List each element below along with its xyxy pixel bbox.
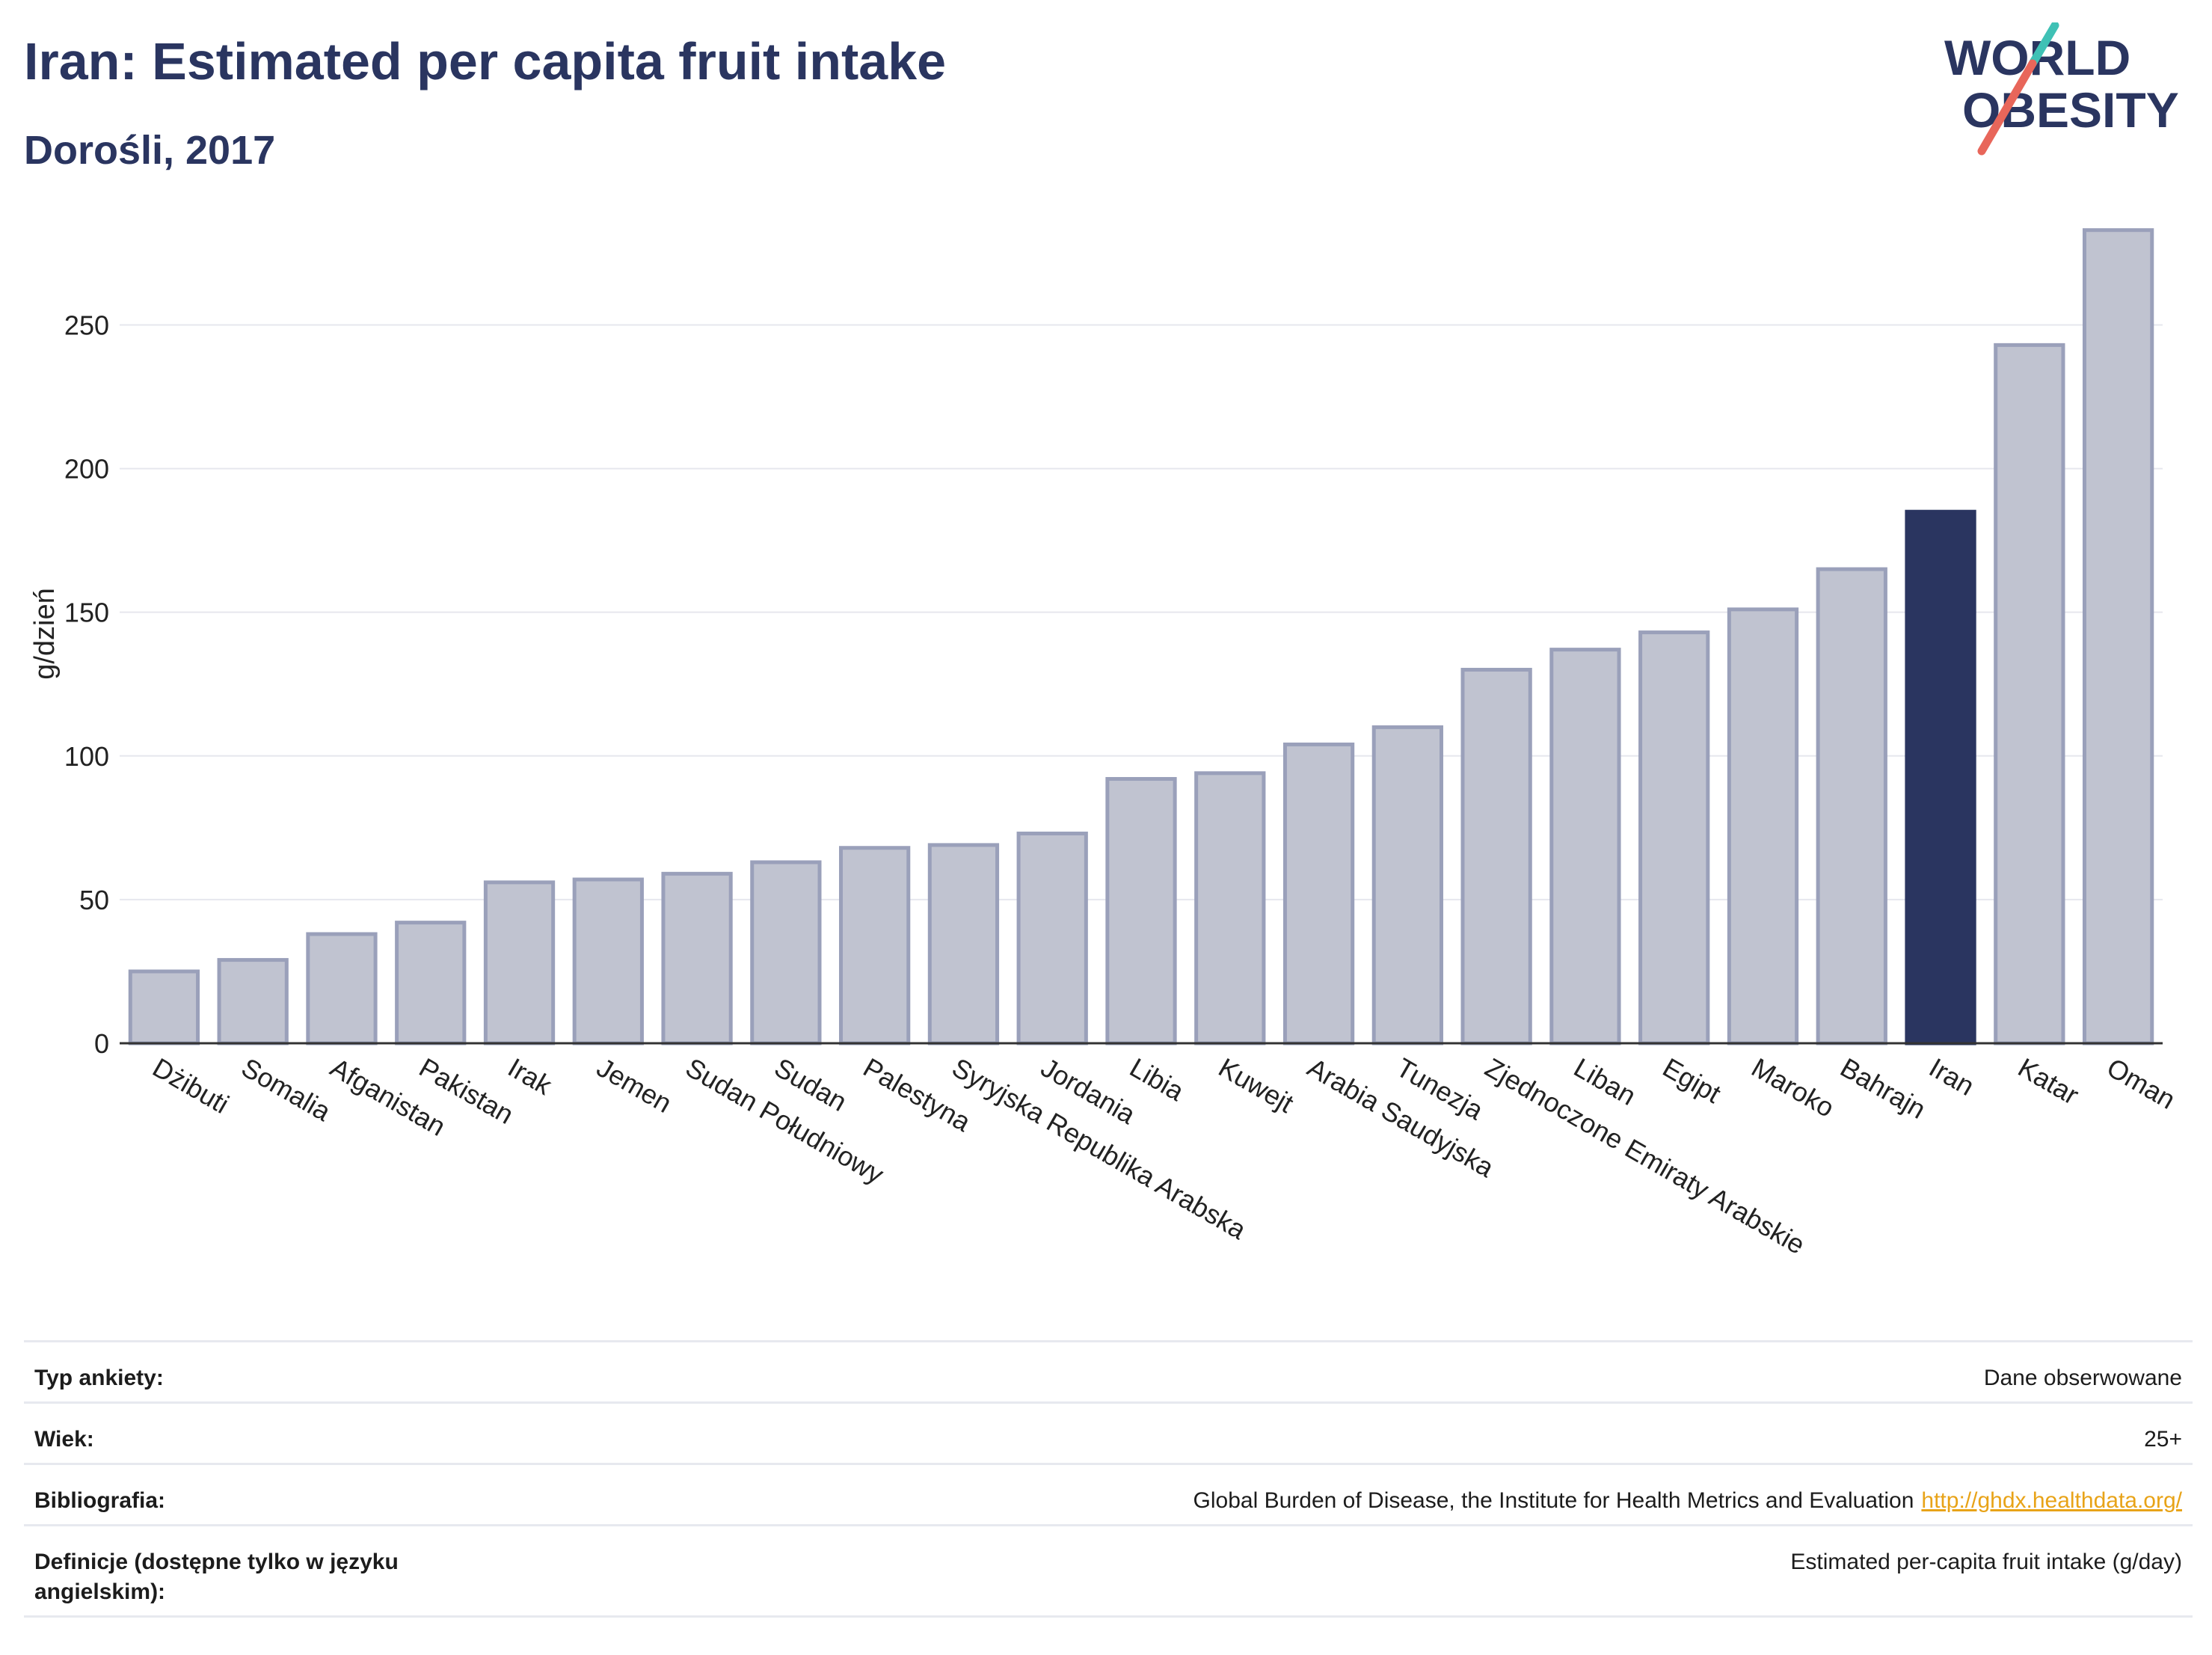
info-table: Typ ankiety: Dane obserwowane Wiek: 25+ Bibl… bbox=[24, 1340, 2193, 1618]
x-tick-label: Oman bbox=[2102, 1051, 2181, 1115]
x-tick-label: Bahrajn bbox=[1835, 1051, 1931, 1125]
bar-afganistan bbox=[306, 932, 378, 1045]
x-tick-label: Libia bbox=[1125, 1051, 1190, 1107]
info-label: Definicje (dostępne tylko w języku angie… bbox=[34, 1550, 399, 1604]
info-label: Wiek: bbox=[34, 1427, 94, 1452]
bar-palestyna bbox=[839, 846, 911, 1045]
bar-iran bbox=[1905, 509, 1976, 1045]
y-tick-label: 50 bbox=[79, 885, 109, 915]
bar-tunezja bbox=[1371, 725, 1443, 1045]
bar-sudan bbox=[750, 860, 822, 1045]
y-tick-label: 250 bbox=[64, 310, 109, 340]
world-obesity-logo: WORLD OBESITY bbox=[1944, 22, 2179, 156]
bar-dżibuti bbox=[128, 969, 200, 1045]
bar-syryjska-republika-arabska bbox=[927, 843, 1000, 1045]
bar-katar bbox=[1994, 343, 2065, 1045]
info-label: Typ ankiety: bbox=[34, 1366, 164, 1390]
info-value: Dane obserwowane bbox=[1984, 1363, 2182, 1393]
bar-libia bbox=[1105, 777, 1177, 1045]
x-tick-label: Somalia bbox=[236, 1051, 337, 1127]
bar-zjednoczone-emiraty-arabskie bbox=[1460, 668, 1532, 1045]
y-tick-label: 150 bbox=[64, 598, 109, 628]
info-row: Wiek: 25+ bbox=[24, 1401, 2193, 1463]
bar-arabia-saudyjska bbox=[1282, 742, 1355, 1045]
bar-kuwejt bbox=[1194, 771, 1266, 1045]
logo-slash-red bbox=[1977, 59, 2037, 156]
info-value-text: 25+ bbox=[2144, 1427, 2182, 1452]
info-value-text: Dane obserwowane bbox=[1983, 1366, 2182, 1390]
x-tick-label: Kuwejt bbox=[1214, 1051, 1299, 1119]
bar-chart: 0 50 100 150 200 250 Dżibuti SomaliaAfganistan… bbox=[29, 228, 2181, 1260]
x-tick-label: Irak bbox=[503, 1051, 558, 1101]
chart-title: Iran: Estimated per capita fruit intake bbox=[24, 32, 947, 90]
y-tick-label: 100 bbox=[64, 741, 109, 772]
info-value: 25+ bbox=[2144, 1425, 2182, 1455]
bar-somalia bbox=[217, 958, 289, 1045]
bar-jordania bbox=[1016, 832, 1088, 1045]
x-tick-label: Iran bbox=[1924, 1051, 1979, 1102]
x-tick-label: Maroko bbox=[1746, 1051, 1839, 1123]
bars bbox=[128, 228, 2154, 1045]
x-tick-label: Jemen bbox=[592, 1051, 677, 1119]
bar-pakistan bbox=[395, 921, 467, 1045]
bar-maroko bbox=[1727, 607, 1799, 1045]
y-tick-label: 0 bbox=[94, 1028, 109, 1059]
chart-subtitle: Dorośli, 2017 bbox=[24, 128, 276, 173]
bar-bahrajn bbox=[1816, 567, 1887, 1045]
info-value-text: Estimated per-capita fruit intake (g/day… bbox=[1790, 1550, 2182, 1574]
y-axis-label: g/dzień bbox=[29, 588, 61, 680]
logo-slash-teal bbox=[2028, 22, 2059, 68]
source-link[interactable]: http://ghdx.healthdata.org/ bbox=[1921, 1488, 2182, 1513]
info-value: Global Burden of Disease, the Institute … bbox=[1193, 1486, 2182, 1516]
bar-egipt bbox=[1638, 630, 1710, 1045]
x-tick-label: Dżibuti bbox=[147, 1051, 234, 1120]
info-row: Bibliografia: Global Burden of Disease, t… bbox=[24, 1463, 2193, 1524]
info-row: Definicje (dostępne tylko w języku angie… bbox=[24, 1524, 2193, 1618]
y-axis-ticks: 0 50 100 150 200 250 bbox=[64, 310, 109, 1059]
x-tick-label: Egipt bbox=[1658, 1051, 1727, 1109]
bar-sudan-południowy bbox=[661, 871, 733, 1045]
bar-liban bbox=[1549, 648, 1621, 1045]
info-label: Bibliografia: bbox=[34, 1488, 166, 1513]
bar-jemen bbox=[572, 877, 644, 1045]
y-tick-label: 200 bbox=[64, 454, 109, 485]
info-row: Typ ankiety: Dane obserwowane bbox=[24, 1340, 2193, 1401]
x-tick-label: Katar bbox=[2013, 1051, 2084, 1111]
bar-irak bbox=[483, 880, 556, 1045]
bar-oman bbox=[2082, 228, 2154, 1045]
info-value-text: Global Burden of Disease, the Institute … bbox=[1193, 1488, 1914, 1513]
info-value: Estimated per-capita fruit intake (g/day… bbox=[1790, 1547, 2182, 1577]
